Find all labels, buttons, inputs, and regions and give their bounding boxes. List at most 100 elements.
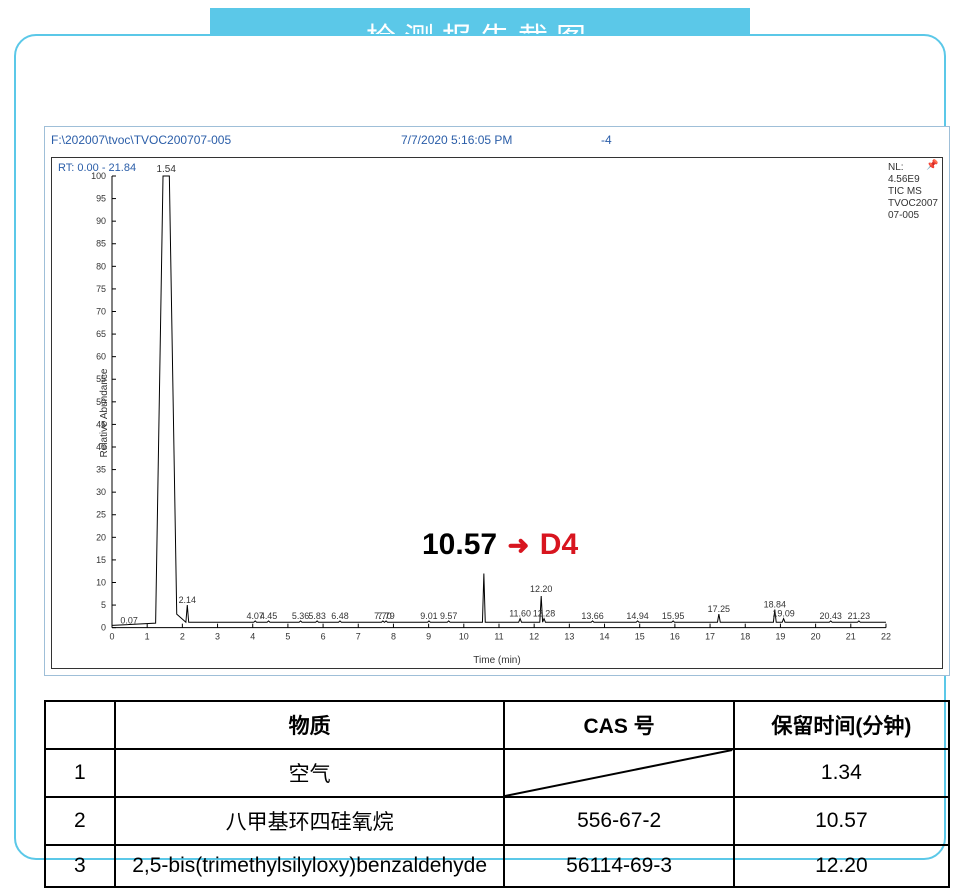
svg-text:0.07: 0.07 [120,616,137,626]
table-header-cell: 物质 [115,701,505,749]
svg-text:8: 8 [391,632,396,642]
svg-text:4: 4 [250,632,255,642]
report-window: F:\202007\tvoc\TVOC200707-005 7/7/2020 5… [44,126,950,676]
svg-text:10: 10 [96,577,106,587]
info-line: TIC MS [888,186,938,198]
svg-text:13: 13 [564,632,574,642]
svg-text:19.09: 19.09 [772,609,794,619]
svg-text:14.94: 14.94 [626,611,648,621]
svg-text:90: 90 [96,216,106,226]
svg-text:1: 1 [145,632,150,642]
svg-text:85: 85 [96,239,106,249]
meta-neg: -4 [601,133,641,147]
svg-text:14: 14 [600,632,610,642]
svg-text:50: 50 [96,397,106,407]
svg-text:12: 12 [529,632,539,642]
svg-text:40: 40 [96,442,106,452]
table-cell-index: 1 [45,749,115,797]
svg-text:5.36: 5.36 [292,611,309,621]
timestamp: 7/7/2020 5:16:05 PM [401,133,601,147]
svg-text:70: 70 [96,306,106,316]
svg-text:0: 0 [101,623,106,633]
svg-text:22: 22 [881,632,891,642]
svg-text:20.43: 20.43 [820,611,842,621]
svg-text:80: 80 [96,261,106,271]
svg-text:11.60: 11.60 [509,609,531,619]
table-cell-rt: 1.34 [734,749,949,797]
table-cell-index: 2 [45,797,115,845]
svg-text:6.48: 6.48 [331,611,348,621]
svg-text:30: 30 [96,487,106,497]
svg-text:5.83: 5.83 [308,611,325,621]
svg-text:20: 20 [96,532,106,542]
svg-text:100: 100 [91,171,106,181]
svg-text:15.95: 15.95 [662,611,684,621]
svg-text:12.20: 12.20 [530,584,552,594]
svg-text:4.45: 4.45 [260,611,277,621]
svg-text:9.01: 9.01 [420,611,437,621]
table-cell-cas: 56114-69-3 [504,845,733,887]
svg-text:10: 10 [459,632,469,642]
outer-frame: F:\202007\tvoc\TVOC200707-005 7/7/2020 5… [14,34,946,860]
svg-text:17.25: 17.25 [708,604,730,614]
table-header-cell: CAS 号 [504,701,733,749]
info-line: 4.56E9 [888,174,938,186]
svg-text:25: 25 [96,510,106,520]
table-body: 1 空气 1.34 2 八甲基环四硅氧烷 556-67-2 10.57 3 2,… [45,749,949,887]
svg-text:0: 0 [110,632,115,642]
svg-text:9.57: 9.57 [440,611,457,621]
svg-text:21.23: 21.23 [848,611,870,621]
table-cell-cas-empty [504,749,733,797]
svg-text:7.79: 7.79 [377,611,394,621]
table-cell-cas: 556-67-2 [504,797,733,845]
svg-text:3: 3 [215,632,220,642]
meta-bar: F:\202007\tvoc\TVOC200707-005 7/7/2020 5… [45,127,949,153]
table-cell-substance: 空气 [115,749,505,797]
x-axis-label: Time (min) [473,655,520,666]
info-line: TVOC2007 [888,198,938,210]
svg-text:95: 95 [96,194,106,204]
table-cell-rt: 12.20 [734,845,949,887]
svg-text:9: 9 [426,632,431,642]
table-row: 1 空气 1.34 [45,749,949,797]
svg-text:20: 20 [811,632,821,642]
file-path: F:\202007\tvoc\TVOC200707-005 [51,133,401,147]
d4-callout: 10.57 ➜ D4 [422,528,578,562]
svg-text:18: 18 [740,632,750,642]
svg-text:13.66: 13.66 [581,611,603,621]
table-header-row: 物质CAS 号保留时间(分钟) [45,701,949,749]
info-line: NL: [888,162,938,174]
svg-text:19: 19 [775,632,785,642]
table-row: 3 2,5-bis(trimethylsilyloxy)benzaldehyde… [45,845,949,887]
table-cell-substance: 八甲基环四硅氧烷 [115,797,505,845]
svg-text:15: 15 [96,555,106,565]
svg-text:2.14: 2.14 [179,595,196,605]
table-cell-index: 3 [45,845,115,887]
svg-text:75: 75 [96,284,106,294]
svg-text:17: 17 [705,632,715,642]
compounds-table: 物质CAS 号保留时间(分钟) 1 空气 1.34 2 八甲基环四硅氧烷 556… [44,700,950,888]
svg-text:5: 5 [101,600,106,610]
svg-text:35: 35 [96,465,106,475]
callout-number: 10.57 [422,528,497,561]
svg-text:45: 45 [96,419,106,429]
svg-text:5: 5 [285,632,290,642]
svg-text:2: 2 [180,632,185,642]
chart-info-block: NL:4.56E9TIC MSTVOC200707-005 [888,162,938,222]
svg-text:15: 15 [635,632,645,642]
table-cell-rt: 10.57 [734,797,949,845]
svg-text:7: 7 [356,632,361,642]
svg-text:60: 60 [96,352,106,362]
info-line: 07-005 [888,210,938,222]
svg-text:65: 65 [96,329,106,339]
table-cell-substance: 2,5-bis(trimethylsilyloxy)benzaldehyde [115,845,505,887]
svg-text:12.28: 12.28 [533,609,555,619]
table-header-cell [45,701,115,749]
table-row: 2 八甲基环四硅氧烷 556-67-2 10.57 [45,797,949,845]
arrow-right-icon: ➜ [508,530,530,560]
svg-text:6: 6 [321,632,326,642]
svg-text:1.54: 1.54 [157,164,177,175]
svg-text:16: 16 [670,632,680,642]
table-header-cell: 保留时间(分钟) [734,701,949,749]
svg-text:55: 55 [96,374,106,384]
